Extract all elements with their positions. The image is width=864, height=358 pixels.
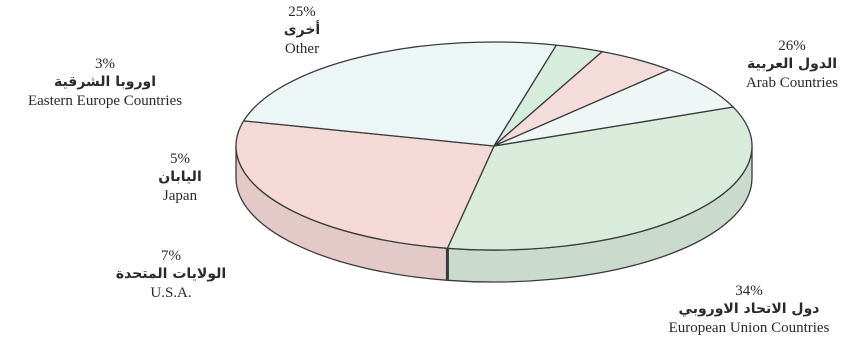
slice-label-en-eu: European Union Countries [668, 320, 830, 337]
slice-label-eu: 34% دول الاتحاد الاوروبي European Union … [636, 282, 862, 338]
pie-slice-other [243, 41, 558, 147]
slice-label-ar-usa: الولايات المتحدة [115, 266, 227, 283]
slice-pct-arab: 26% [778, 38, 806, 54]
slice-label-ar-eastern-europe: اوروبا الشرقية [53, 74, 157, 91]
slice-pct-usa: 7% [161, 248, 181, 264]
slice-label-arab: 26% الدول العربية Arab Countries [720, 37, 864, 93]
slice-label-eastern-europe: 3% اوروبا الشرقية Eastern Europe Countri… [2, 55, 208, 111]
pie-slice-arab [235, 120, 495, 249]
slice-label-en-other: Other [284, 41, 320, 58]
slice-label-ar-other: أخرى [283, 22, 321, 39]
slice-label-ar-eu: دول الاتحاد الاوروبي [678, 301, 820, 318]
slice-pct-japan: 5% [170, 151, 190, 167]
slice-label-usa: 7% الولايات المتحدة U.S.A. [112, 247, 230, 303]
slice-label-ar-japan: اليابان [158, 169, 202, 186]
slice-label-en-usa: U.S.A. [150, 285, 192, 302]
slice-label-ar-arab: الدول العربية [747, 56, 837, 73]
pie-slice-usa [493, 69, 734, 147]
slice-label-other: 25% أخرى Other [252, 3, 352, 59]
slice-pct-other: 25% [288, 4, 316, 20]
slice-label-japan: 5% اليابان Japan [140, 150, 220, 206]
slice-pct-eastern-europe: 3% [95, 56, 115, 72]
slice-label-en-japan: Japan [162, 188, 198, 205]
pie-slice-eu [446, 106, 753, 251]
slice-label-en-arab: Arab Countries [745, 75, 839, 92]
slice-pct-eu: 34% [735, 283, 763, 299]
slice-label-en-eastern-europe: Eastern Europe Countries [27, 93, 183, 110]
